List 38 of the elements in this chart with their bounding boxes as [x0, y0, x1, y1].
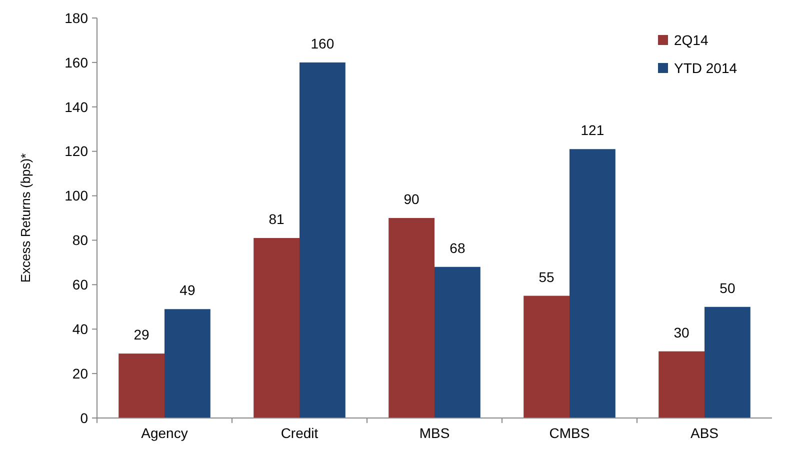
- legend-label: YTD 2014: [674, 60, 738, 76]
- y-axis-title: Excess Returns (bps)*: [18, 153, 33, 283]
- data-label: 50: [720, 280, 736, 296]
- data-label: 90: [404, 191, 420, 207]
- x-tick-label: CMBS: [549, 425, 590, 441]
- bar: [164, 309, 210, 418]
- y-tick-label: 40: [72, 321, 88, 338]
- x-tick-label: Agency: [141, 425, 188, 441]
- y-tick-label: 160: [64, 54, 88, 70]
- y-tick-label: 0: [80, 410, 88, 426]
- y-tick-label: 120: [64, 143, 88, 160]
- data-label: 49: [180, 282, 196, 298]
- data-label: 55: [538, 268, 555, 285]
- y-tick-label: 80: [72, 232, 88, 248]
- data-label: 121: [580, 122, 604, 138]
- x-tick-label: MBS: [419, 425, 450, 441]
- bar: [704, 306, 750, 418]
- y-tick-label: 100: [64, 188, 88, 204]
- bar: [570, 149, 616, 418]
- y-tick-label: 60: [72, 276, 88, 293]
- data-label: 160: [310, 35, 334, 52]
- data-label: 81: [268, 211, 285, 227]
- bar: [118, 354, 164, 418]
- bar: [524, 296, 570, 418]
- y-tick-label: 20: [72, 365, 88, 382]
- bar: [254, 238, 300, 418]
- data-label: 29: [134, 326, 150, 343]
- bar: [434, 266, 480, 418]
- data-label: 30: [674, 324, 690, 340]
- y-tick-label: 180: [64, 10, 88, 26]
- legend-label: 2Q14: [674, 32, 708, 48]
- data-label: 68: [450, 240, 466, 256]
- bar: [388, 218, 434, 418]
- bar: [658, 351, 704, 418]
- x-tick-label: Credit: [280, 425, 318, 441]
- bar: [300, 62, 346, 418]
- y-tick-label: 140: [64, 98, 88, 115]
- x-tick-label: ABS: [690, 425, 719, 441]
